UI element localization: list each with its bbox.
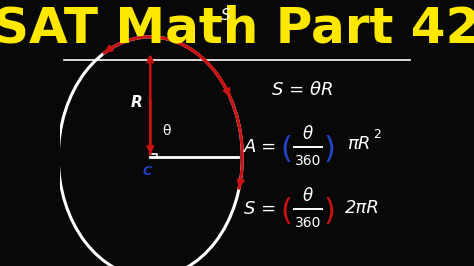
Text: 360: 360 — [295, 154, 321, 168]
Text: (: ( — [281, 135, 292, 164]
Text: 360: 360 — [295, 216, 321, 230]
Text: A =: A = — [244, 138, 277, 156]
Text: S = θR: S = θR — [273, 81, 334, 99]
Text: C: C — [143, 165, 152, 178]
Text: 2πR: 2πR — [345, 199, 380, 217]
Text: R: R — [130, 95, 142, 110]
Text: SAT Math Part 42: SAT Math Part 42 — [0, 5, 474, 53]
Text: πR: πR — [347, 135, 370, 153]
Text: 2: 2 — [374, 128, 381, 142]
Text: S =: S = — [244, 200, 276, 218]
Text: θ: θ — [162, 124, 171, 138]
Text: (: ( — [281, 197, 292, 226]
Text: ): ) — [323, 197, 335, 226]
Text: ): ) — [323, 135, 335, 164]
Text: θ: θ — [303, 125, 313, 143]
Text: S: S — [221, 8, 230, 23]
Text: θ: θ — [303, 187, 313, 205]
